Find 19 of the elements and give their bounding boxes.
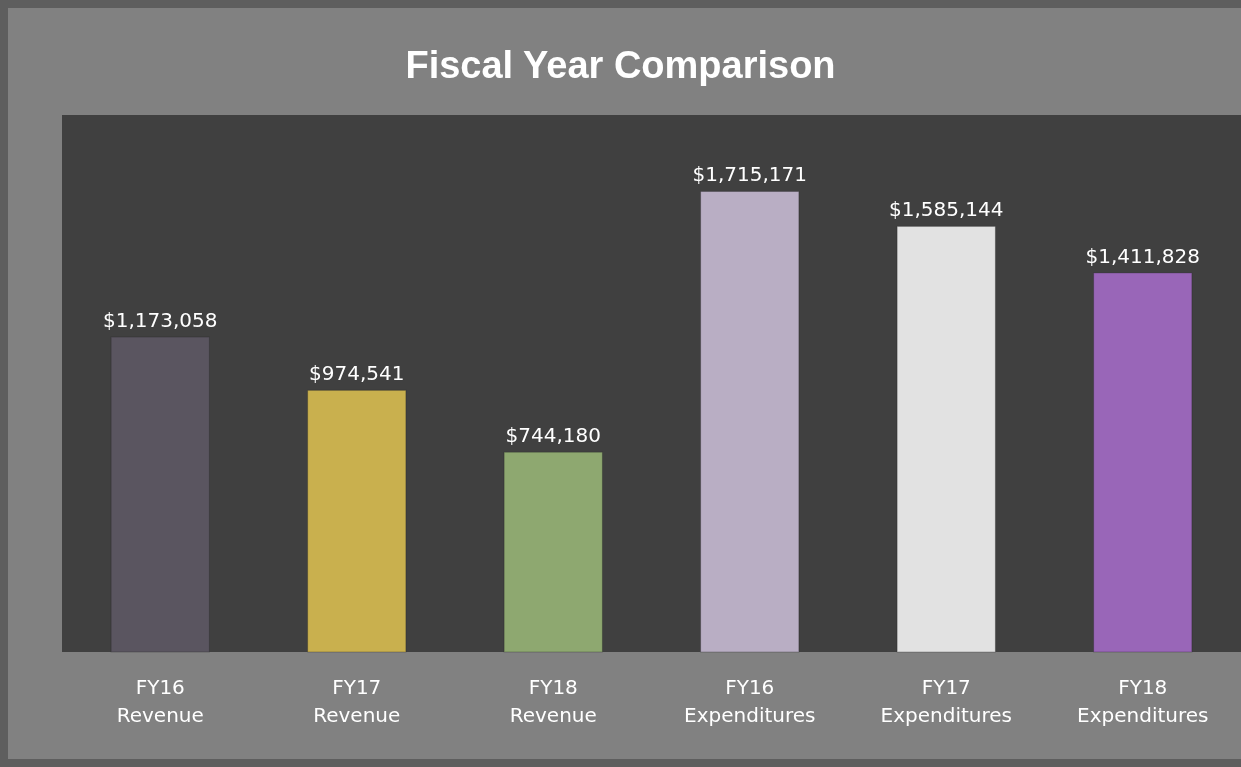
x-tick-label: FY18 Expenditures (1077, 675, 1209, 727)
data-label: $1,715,171 (692, 162, 808, 187)
bar (110, 336, 210, 653)
x-tick-label: FY17 Expenditures (880, 675, 1012, 727)
x-tick-label: FY16 Revenue (116, 675, 204, 727)
x-tick-label: FY17 Revenue (313, 675, 401, 727)
x-tick-label: FY16 Expenditures (684, 675, 816, 727)
bar (1093, 272, 1193, 653)
bar (700, 190, 800, 653)
x-tick-label: FY18 Revenue (509, 675, 597, 727)
data-label: $1,411,828 (1085, 243, 1201, 268)
bar (307, 389, 407, 653)
data-label: $744,180 (505, 423, 601, 448)
bar (896, 225, 996, 653)
chart-title: Fiscal Year Comparison (405, 44, 836, 86)
data-label: $1,585,144 (888, 197, 1004, 222)
data-label: $1,173,058 (102, 308, 218, 333)
bar (503, 451, 603, 653)
data-label: $974,541 (309, 361, 405, 386)
